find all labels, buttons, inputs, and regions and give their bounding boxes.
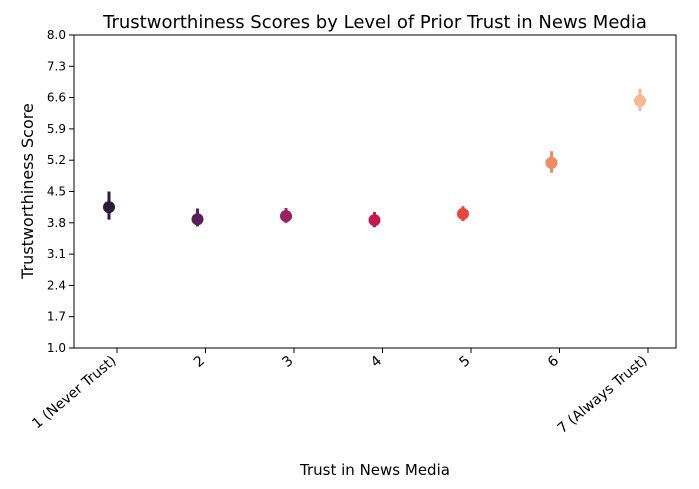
y-tick-label: 2.4	[47, 278, 66, 292]
x-tick-label: 3	[279, 353, 296, 371]
x-tick-label: 2	[191, 353, 208, 371]
y-tick-label: 5.2	[47, 153, 66, 167]
data-point	[103, 201, 115, 214]
chart-title: Trustworthiness Scores by Level of Prior…	[102, 12, 647, 33]
y-tick-label: 6.6	[47, 91, 66, 105]
data-point	[545, 156, 558, 169]
y-tick-label: 1.7	[47, 310, 66, 324]
x-axis-label: Trust in News Media	[299, 461, 450, 479]
y-tick-label: 3.8	[47, 216, 66, 230]
y-axis-label: Trustworthiness Score	[18, 103, 37, 280]
y-tick-label: 5.9	[47, 122, 66, 136]
data-point	[191, 213, 204, 226]
y-axis-ticks: 1.0 1.7 2.4 3.1 3.8 4.5 5.2 5.9 6.6 7.3 8.0	[47, 28, 74, 355]
chart-marks	[103, 88, 646, 228]
y-tick-label: 1.0	[47, 341, 66, 355]
data-point	[634, 94, 646, 107]
y-tick-label: 3.1	[47, 247, 66, 261]
y-tick-label: 4.5	[47, 185, 66, 199]
y-tick-label: 8.0	[47, 28, 66, 42]
data-point	[368, 214, 381, 227]
x-axis-ticks: 1 (Never Trust) 2 3 4 5 67 (Always Trust)	[29, 348, 651, 437]
data-point	[457, 207, 469, 220]
data-point	[280, 210, 292, 223]
x-tick-label: 4	[368, 353, 385, 371]
x-tick-label: 7 (Always Trust)	[555, 353, 651, 437]
plot-frame	[73, 34, 677, 349]
y-tick-label: 7.3	[47, 59, 66, 73]
x-tick-label: 6	[545, 353, 562, 371]
x-tick-label: 5	[456, 353, 473, 371]
x-tick-label: 1 (Never Trust)	[29, 353, 119, 432]
